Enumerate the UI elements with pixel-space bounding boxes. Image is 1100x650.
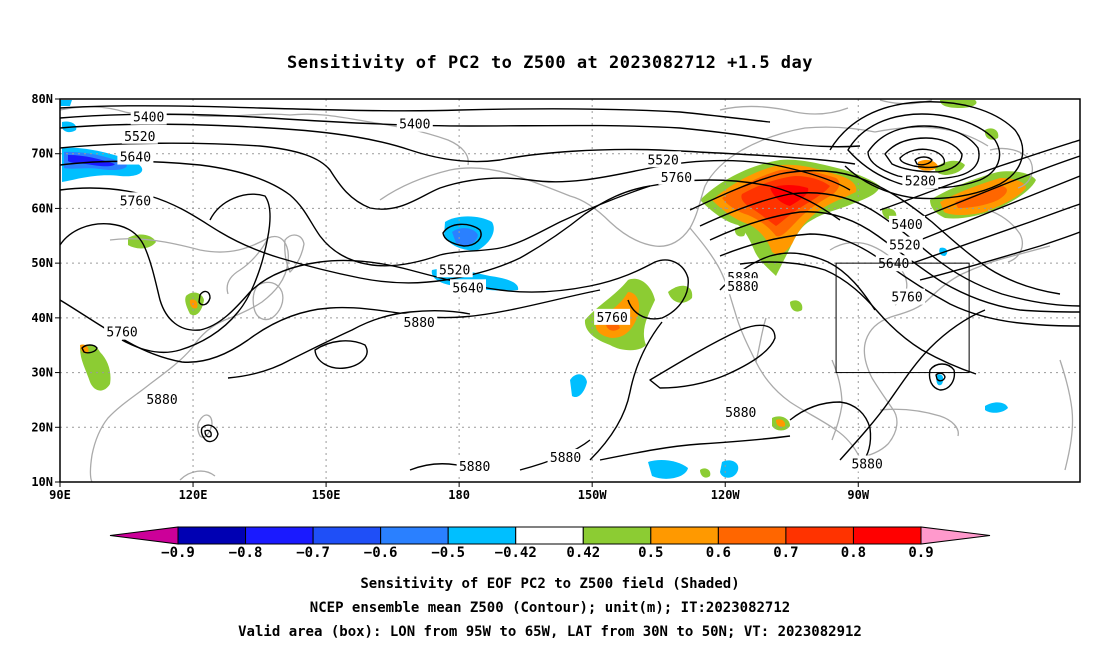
lat-tick-label: 50N — [31, 256, 53, 270]
contour-label-bg — [436, 261, 473, 278]
coastlines — [60, 99, 1074, 482]
lat-tick-label: 80N — [31, 92, 53, 106]
contour-label-bg — [722, 404, 759, 421]
footer-line-2: NCEP ensemble mean Z500 (Contour); unit(… — [310, 600, 790, 616]
contour-label: 5880 — [550, 451, 581, 466]
contour-label-bg — [889, 215, 926, 232]
lat-tick-label: 10N — [31, 475, 53, 489]
contour-label: 5760 — [596, 311, 627, 326]
contour-label: 5760 — [106, 326, 137, 341]
contour-label-bg — [144, 390, 180, 407]
contour-label: 5280 — [905, 175, 936, 190]
colorbar-box — [852, 526, 922, 545]
lon-tick-label: 180 — [448, 488, 470, 502]
contour-label-bg — [902, 172, 939, 189]
colorbar-box — [177, 526, 247, 545]
lat-tick-label: 20N — [31, 420, 53, 434]
footer-line-1: Sensitivity of EOF PC2 to Z500 field (Sh… — [360, 576, 739, 592]
lon-tick-label: 150W — [578, 488, 608, 502]
z500-contours — [60, 101, 1080, 471]
contour-label-bg — [117, 192, 154, 209]
colorbar-label: −0.5 — [431, 545, 465, 561]
figure-title: Sensitivity of PC2 to Z500 at 2023082712… — [287, 53, 813, 73]
lon-tick-label: 150E — [312, 488, 341, 502]
colorbar-label: 0.8 — [841, 545, 866, 561]
colorbar-label: −0.7 — [296, 545, 330, 561]
colorbar-box — [785, 526, 854, 545]
colorbar-box — [447, 526, 517, 545]
contour-label-bg — [658, 168, 695, 185]
contour-labels: 5400 5400 5520 5640 5760 5760 5880 5880 5520 5640… — [104, 108, 939, 475]
colorbar-box — [245, 526, 314, 545]
contour-label-bg — [594, 308, 631, 325]
lat-tick-label: 60N — [31, 201, 53, 215]
contour-label: 5880 — [727, 280, 758, 295]
colorbar-box — [582, 526, 652, 545]
contour-label-bg — [117, 148, 154, 165]
contour-label-bg — [401, 313, 438, 330]
contour-label: 5880 — [459, 460, 490, 475]
contour-label: 5640 — [878, 257, 909, 272]
colorbar-box — [312, 526, 382, 545]
contour-label: 5760 — [661, 171, 692, 186]
colorbar-label: 0.42 — [566, 545, 600, 561]
contour-label: 5520 — [439, 263, 470, 278]
colorbar-label: 0.6 — [706, 545, 731, 561]
contour-label-bg — [104, 323, 141, 340]
contour-label-bg — [396, 115, 433, 132]
map-frame — [59, 98, 1081, 483]
colorbar-box — [380, 526, 449, 545]
contour-label-bg — [889, 288, 926, 305]
contour-label: 5640 — [452, 281, 483, 296]
contour-label: 5520 — [889, 239, 920, 254]
contour-label: 5880 — [146, 393, 177, 408]
contour-label: 5760 — [891, 291, 922, 306]
contour-label: 5400 — [891, 218, 922, 233]
contour-label: 5880 — [725, 406, 756, 421]
contour-label-bg — [849, 455, 886, 472]
contour-label: 5520 — [647, 153, 678, 168]
lat-tick-label: 30N — [31, 366, 53, 380]
contour-label: 5880 — [851, 457, 882, 472]
footer-line-3: Valid area (box): LON from 95W to 65W, L… — [238, 624, 862, 640]
valid-area-box — [835, 262, 970, 374]
contour-label-bg — [450, 279, 486, 296]
colorbar-box — [650, 526, 719, 545]
contour-label-bg — [886, 236, 923, 253]
colorbar: −0.9 −0.8 −0.7 −0.6 −0.5 −0.42 0.42 0.5 0.6 0.7 0.… — [109, 526, 991, 561]
colorbar-label: 0.7 — [773, 545, 798, 561]
contour-label-bg — [121, 127, 158, 144]
colorbar-label: −0.9 — [161, 545, 195, 561]
contour-label: 5880 — [404, 316, 435, 331]
contour-label-bg — [456, 458, 493, 475]
contour-label-bg — [645, 151, 682, 168]
contour-label-bg — [130, 108, 167, 125]
contour-label: 5640 — [120, 151, 151, 166]
colorbar-label: −0.6 — [364, 545, 398, 561]
contour-label: 5760 — [120, 194, 151, 209]
contour-label: 5400 — [133, 111, 164, 126]
lat-tick-label: 70N — [31, 147, 53, 161]
colorbar-box — [515, 526, 584, 545]
colorbar-label: 0.5 — [638, 545, 663, 561]
colorbar-label: 0.9 — [908, 545, 933, 561]
colorbar-min-triangle — [109, 526, 179, 545]
contour-label: 5520 — [124, 130, 155, 145]
lat-tick-label: 40N — [31, 311, 53, 325]
colorbar-max-triangle — [920, 526, 991, 545]
contour-label-bg — [547, 448, 584, 465]
colorbar-label: −0.42 — [495, 545, 537, 561]
colorbar-label: −0.8 — [229, 545, 263, 561]
lon-tick-label: 90W — [847, 488, 869, 502]
colorbar-box — [717, 526, 787, 545]
contour-label: 5400 — [399, 118, 430, 133]
lon-tick-label: 120W — [711, 488, 741, 502]
lon-tick-label: 120E — [179, 488, 208, 502]
map-panel: 5400 5400 5520 5640 5760 5760 5880 5880 5520 5640… — [59, 98, 1081, 483]
contour-label-bg — [724, 278, 761, 295]
lon-tick-label: 90E — [49, 488, 71, 502]
